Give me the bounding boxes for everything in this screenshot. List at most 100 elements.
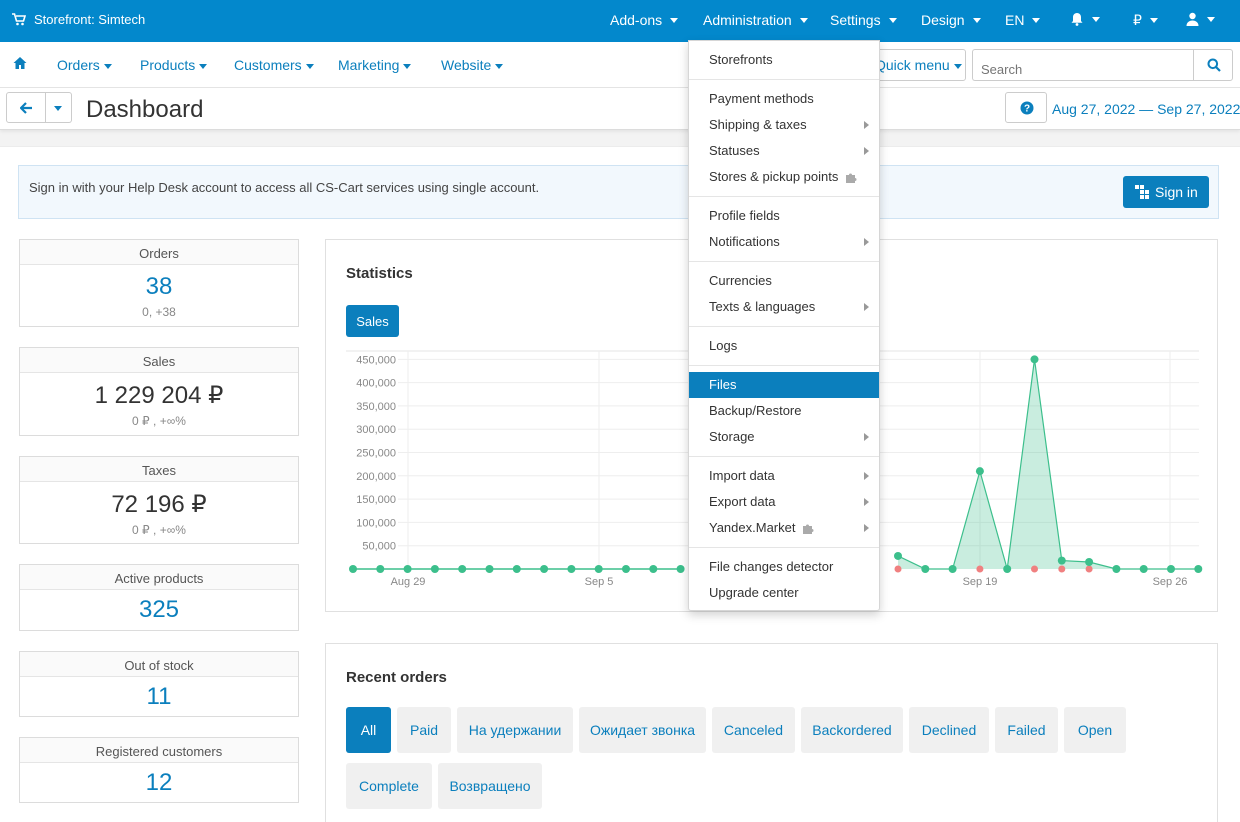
menu-item-label: Statuses bbox=[709, 143, 760, 158]
chevron-down-icon bbox=[1032, 17, 1041, 23]
nav-marketing[interactable]: Marketing bbox=[338, 57, 412, 73]
admin-item-logs[interactable]: Logs bbox=[689, 333, 879, 359]
filter-backordered[interactable]: Backordered bbox=[801, 707, 903, 753]
data-point bbox=[1139, 565, 1148, 573]
stat-value: 72 196 ₽ bbox=[111, 491, 207, 518]
admin-item-upgrade-center[interactable]: Upgrade center bbox=[689, 580, 879, 606]
chevron-right-icon bbox=[864, 238, 869, 246]
menu-item-label: Profile fields bbox=[709, 208, 780, 223]
admin-item-stores-pickup[interactable]: Stores & pickup points bbox=[689, 164, 879, 190]
menu-item-label: Storage bbox=[709, 429, 755, 444]
menu-divider bbox=[689, 547, 879, 548]
chevron-right-icon bbox=[864, 472, 869, 480]
admin-item-backup-restore[interactable]: Backup/Restore bbox=[689, 398, 879, 424]
sales-tab[interactable]: Sales bbox=[346, 305, 399, 337]
chevron-down-icon bbox=[1207, 16, 1215, 22]
menu-settings[interactable]: Settings bbox=[830, 12, 897, 28]
filter-declined[interactable]: Declined bbox=[909, 707, 989, 753]
stat-taxes: Taxes 72 196 ₽ 0 ₽ , +∞% bbox=[19, 456, 299, 544]
menu-notifications[interactable] bbox=[1070, 12, 1100, 26]
helpdesk-notice: Sign in with your Help Desk account to a… bbox=[18, 165, 1219, 219]
nav-website-label: Website bbox=[441, 57, 492, 73]
y-tick-label: 50,000 bbox=[362, 541, 396, 553]
nav-orders[interactable]: Orders bbox=[57, 57, 112, 73]
data-point bbox=[622, 565, 630, 573]
admin-item-profile-fields[interactable]: Profile fields bbox=[689, 203, 879, 229]
y-tick-label: 350,000 bbox=[356, 401, 396, 413]
admin-item-notifications[interactable]: Notifications bbox=[689, 229, 879, 255]
menu-design-label: Design bbox=[921, 12, 965, 28]
stat-value[interactable]: 12 bbox=[145, 769, 173, 796]
stat-out-of-stock[interactable]: Out of stock 11 bbox=[19, 651, 299, 717]
stat-change: 0 ₽ , +∞% bbox=[132, 523, 186, 537]
menu-design[interactable]: Design bbox=[921, 12, 981, 28]
menu-add-ons[interactable]: Add-ons bbox=[610, 12, 679, 28]
nav-customers-label: Customers bbox=[234, 57, 302, 73]
search-button[interactable] bbox=[1193, 49, 1233, 81]
nav-website[interactable]: Website bbox=[441, 57, 504, 73]
data-point bbox=[349, 565, 357, 573]
menu-item-label: Storefronts bbox=[709, 52, 773, 67]
menu-currency[interactable]: ₽ bbox=[1133, 12, 1158, 29]
stat-label: Active products bbox=[20, 565, 298, 590]
menu-divider bbox=[689, 79, 879, 80]
nav-products[interactable]: Products bbox=[140, 57, 208, 73]
chevron-down-icon bbox=[953, 63, 962, 69]
stat-change: 0 ₽ , +∞% bbox=[132, 414, 186, 428]
menu-user[interactable] bbox=[1186, 12, 1215, 26]
data-point bbox=[594, 565, 603, 573]
stat-value[interactable]: 38 bbox=[145, 273, 173, 300]
stat-value[interactable]: 325 bbox=[138, 596, 180, 623]
nav-products-label: Products bbox=[140, 57, 196, 73]
filter-failed[interactable]: Failed bbox=[995, 707, 1058, 753]
chevron-down-icon bbox=[1149, 18, 1158, 23]
filter-all[interactable]: All bbox=[346, 707, 391, 753]
filter-awaiting-call[interactable]: Ожидает звонка bbox=[579, 707, 706, 753]
admin-item-payment-methods[interactable]: Payment methods bbox=[689, 86, 879, 112]
filter-on-hold[interactable]: На удержании bbox=[457, 707, 573, 753]
filter-open[interactable]: Open bbox=[1064, 707, 1126, 753]
filter-paid[interactable]: Paid bbox=[397, 707, 451, 753]
history-dropdown-button[interactable] bbox=[46, 92, 72, 123]
data-point bbox=[567, 565, 576, 573]
home-icon[interactable] bbox=[13, 56, 27, 70]
date-range-picker[interactable]: Aug 27, 2022 — Sep 27, 2022 bbox=[1052, 101, 1240, 117]
main-nav: Orders Products Customers Marketing Webs… bbox=[0, 42, 1240, 88]
x-tick-label: Sep 19 bbox=[963, 576, 998, 588]
filter-returned[interactable]: Возвращено bbox=[438, 763, 542, 809]
search-input[interactable] bbox=[972, 49, 1193, 81]
user-icon bbox=[1186, 12, 1199, 26]
admin-item-export-data[interactable]: Export data bbox=[689, 489, 879, 515]
admin-item-texts-languages[interactable]: Texts & languages bbox=[689, 294, 879, 320]
admin-item-storefronts[interactable]: Storefronts bbox=[689, 47, 879, 73]
admin-item-file-changes-detector[interactable]: File changes detector bbox=[689, 554, 879, 580]
menu-language[interactable]: EN bbox=[1005, 12, 1041, 28]
sign-in-button[interactable]: Sign in bbox=[1123, 176, 1209, 208]
stat-registered-customers[interactable]: Registered customers 12 bbox=[19, 737, 299, 803]
filter-canceled[interactable]: Canceled bbox=[712, 707, 795, 753]
notice-text: Sign in with your Help Desk account to a… bbox=[29, 180, 540, 195]
menu-divider bbox=[689, 326, 879, 327]
filter-complete[interactable]: Complete bbox=[346, 763, 432, 809]
data-point bbox=[430, 565, 439, 573]
menu-divider bbox=[689, 261, 879, 262]
help-button[interactable]: ? bbox=[1005, 92, 1047, 123]
stat-orders[interactable]: Orders 38 0, +38 bbox=[19, 239, 299, 327]
admin-item-storage[interactable]: Storage bbox=[689, 424, 879, 450]
chevron-down-icon bbox=[888, 17, 897, 23]
chevron-down-icon bbox=[305, 63, 314, 69]
menu-administration[interactable]: Administration bbox=[703, 12, 808, 28]
data-point bbox=[540, 565, 549, 573]
stat-value[interactable]: 11 bbox=[146, 683, 172, 710]
admin-item-shipping-taxes[interactable]: Shipping & taxes bbox=[689, 112, 879, 138]
admin-item-import-data[interactable]: Import data bbox=[689, 463, 879, 489]
data-point bbox=[1112, 565, 1121, 573]
back-button[interactable] bbox=[6, 92, 46, 123]
admin-item-yandex-market[interactable]: Yandex.Market bbox=[689, 515, 879, 541]
nav-customers[interactable]: Customers bbox=[234, 57, 314, 73]
storefront-switcher[interactable]: Storefront: Simtech bbox=[12, 12, 145, 27]
admin-item-statuses[interactable]: Statuses bbox=[689, 138, 879, 164]
admin-item-currencies[interactable]: Currencies bbox=[689, 268, 879, 294]
admin-item-files[interactable]: Files bbox=[689, 372, 879, 398]
stat-active-products[interactable]: Active products 325 bbox=[19, 564, 299, 631]
